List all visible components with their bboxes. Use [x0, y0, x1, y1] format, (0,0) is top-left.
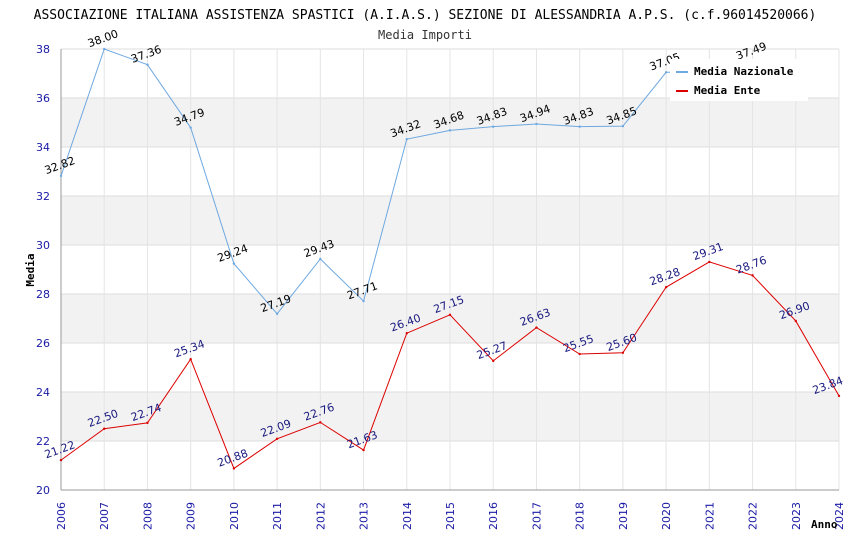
x-tick-label: 2010 — [228, 502, 241, 530]
x-tick-label: 2022 — [747, 502, 760, 530]
y-tick-label: 28 — [36, 288, 50, 301]
data-point — [275, 437, 279, 440]
data-point — [751, 274, 754, 277]
data-point — [275, 312, 279, 316]
y-tick-label: 20 — [36, 484, 50, 497]
x-tick-label: 2013 — [358, 502, 371, 530]
data-point — [103, 427, 106, 430]
data-point — [535, 122, 538, 126]
x-tick-label: 2008 — [141, 502, 154, 530]
data-point — [664, 285, 668, 289]
y-tick-label: 32 — [36, 190, 50, 203]
data-point — [146, 63, 149, 66]
data-point — [448, 313, 452, 317]
legend-label-ente: Media Ente — [694, 84, 761, 97]
y-tick-label: 26 — [36, 337, 50, 350]
x-axis-title: Anno — [811, 518, 838, 531]
data-point — [837, 394, 841, 398]
data-point — [578, 125, 581, 128]
x-tick-label: 2024 — [833, 502, 846, 530]
data-point — [492, 125, 495, 128]
data-point — [492, 359, 495, 363]
y-tick-label: 30 — [36, 239, 50, 252]
data-point — [59, 458, 63, 462]
data-point — [146, 421, 149, 425]
data-point — [794, 319, 797, 323]
x-tick-label: 2015 — [444, 502, 457, 530]
data-point — [578, 352, 581, 356]
y-axis-title: Media — [24, 253, 37, 286]
y-tick-label: 38 — [36, 43, 50, 56]
data-point — [405, 137, 408, 141]
data-point — [362, 299, 365, 303]
data-point — [189, 357, 192, 361]
x-tick-label: 2012 — [314, 502, 327, 530]
data-point — [405, 332, 408, 335]
data-label: 38.00 — [86, 27, 120, 50]
x-tick-label: 2007 — [98, 502, 111, 530]
x-tick-label: 2020 — [660, 502, 673, 530]
x-tick-label: 2018 — [574, 502, 587, 530]
data-point — [708, 260, 711, 264]
data-point — [59, 174, 63, 178]
x-tick-label: 2023 — [790, 502, 803, 530]
x-tick-label: 2006 — [55, 502, 68, 530]
data-point — [319, 257, 322, 261]
data-point — [448, 129, 452, 132]
chart-title: ASSOCIAZIONE ITALIANA ASSISTENZA SPASTIC… — [34, 8, 817, 23]
data-point — [535, 326, 538, 329]
y-tick-labels: 20 22 24 26 28 30 32 34 36 38 — [36, 43, 50, 497]
data-point — [189, 126, 192, 129]
data-point — [362, 448, 365, 452]
series-lines — [59, 47, 841, 470]
data-point — [232, 467, 236, 470]
data-point — [319, 421, 322, 424]
data-point — [664, 71, 668, 74]
x-tick-label: 2021 — [703, 502, 716, 530]
legend-box — [670, 59, 808, 101]
x-tick-label: 2016 — [487, 502, 500, 530]
data-point — [232, 262, 236, 265]
x-tick-label: 2017 — [530, 502, 543, 530]
data-point — [621, 351, 625, 354]
legend-label-nazionale: Media Nazionale — [694, 65, 794, 78]
x-tick-label: 2011 — [271, 502, 284, 530]
data-point — [103, 47, 106, 51]
y-tick-label: 36 — [36, 92, 50, 105]
y-tick-label: 34 — [36, 141, 50, 154]
chart-subtitle: Media Importi — [378, 28, 472, 42]
x-tick-label: 2014 — [401, 502, 414, 530]
legend: Media Nazionale Media Ente — [670, 59, 808, 101]
x-tick-label: 2009 — [185, 502, 198, 530]
y-tick-label: 24 — [36, 386, 50, 399]
x-tick-label: 2019 — [617, 502, 630, 530]
x-tick-labels: 2006 2007 2008 2009 2010 2011 2012 2013 2014 2015… — [55, 502, 846, 530]
data-point — [621, 124, 625, 128]
y-tick-label: 22 — [36, 435, 50, 448]
